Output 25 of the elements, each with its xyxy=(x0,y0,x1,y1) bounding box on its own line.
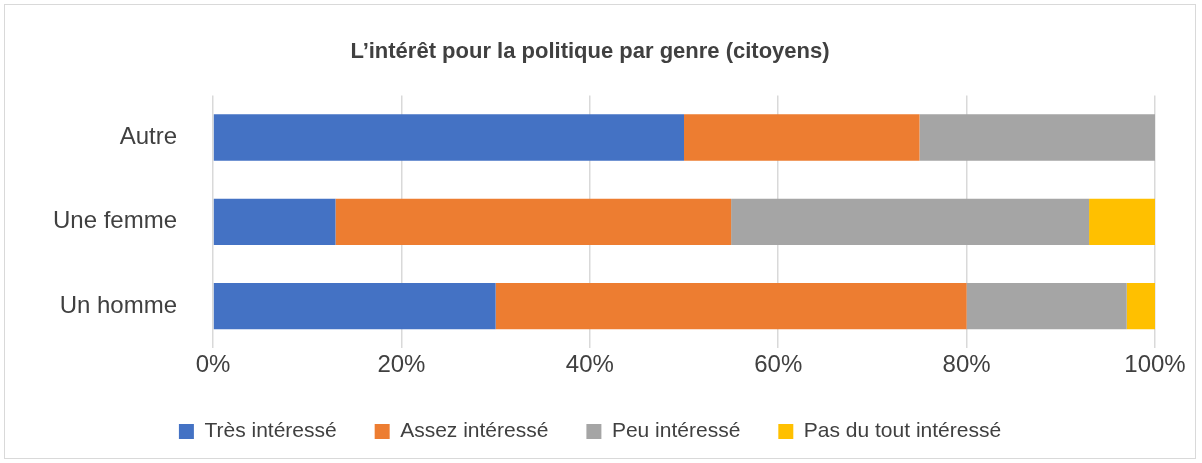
x-tick-label: 80% xyxy=(942,350,991,378)
x-tick-label: 40% xyxy=(565,350,614,378)
bar xyxy=(919,114,1155,161)
chart-title: L’intérêt pour la politique par genre (citoyens) xyxy=(350,38,830,64)
legend-label: Très intéressé xyxy=(204,418,337,442)
bar xyxy=(684,114,920,161)
bar xyxy=(213,282,496,330)
y-tick-label: Une femme xyxy=(53,206,178,234)
bar xyxy=(495,282,967,330)
y-tick-label: Un homme xyxy=(59,290,178,318)
legend-label: Peu intéressé xyxy=(611,418,741,442)
legend-label: Assez intéressé xyxy=(400,418,549,442)
bar xyxy=(335,198,732,245)
x-tick-label: 60% xyxy=(754,350,803,378)
bar xyxy=(1126,282,1155,330)
bar xyxy=(966,282,1127,330)
bar xyxy=(731,198,1090,245)
x-tick-label: 0% xyxy=(195,350,231,378)
bar xyxy=(1089,198,1155,245)
y-tick-label: Autre xyxy=(119,122,178,150)
x-tick-label: 100% xyxy=(1124,350,1186,378)
legend-label: Pas du tout intéressé xyxy=(803,418,1002,442)
bar xyxy=(213,114,685,161)
bar xyxy=(213,198,336,245)
x-tick-label: 20% xyxy=(377,350,426,378)
